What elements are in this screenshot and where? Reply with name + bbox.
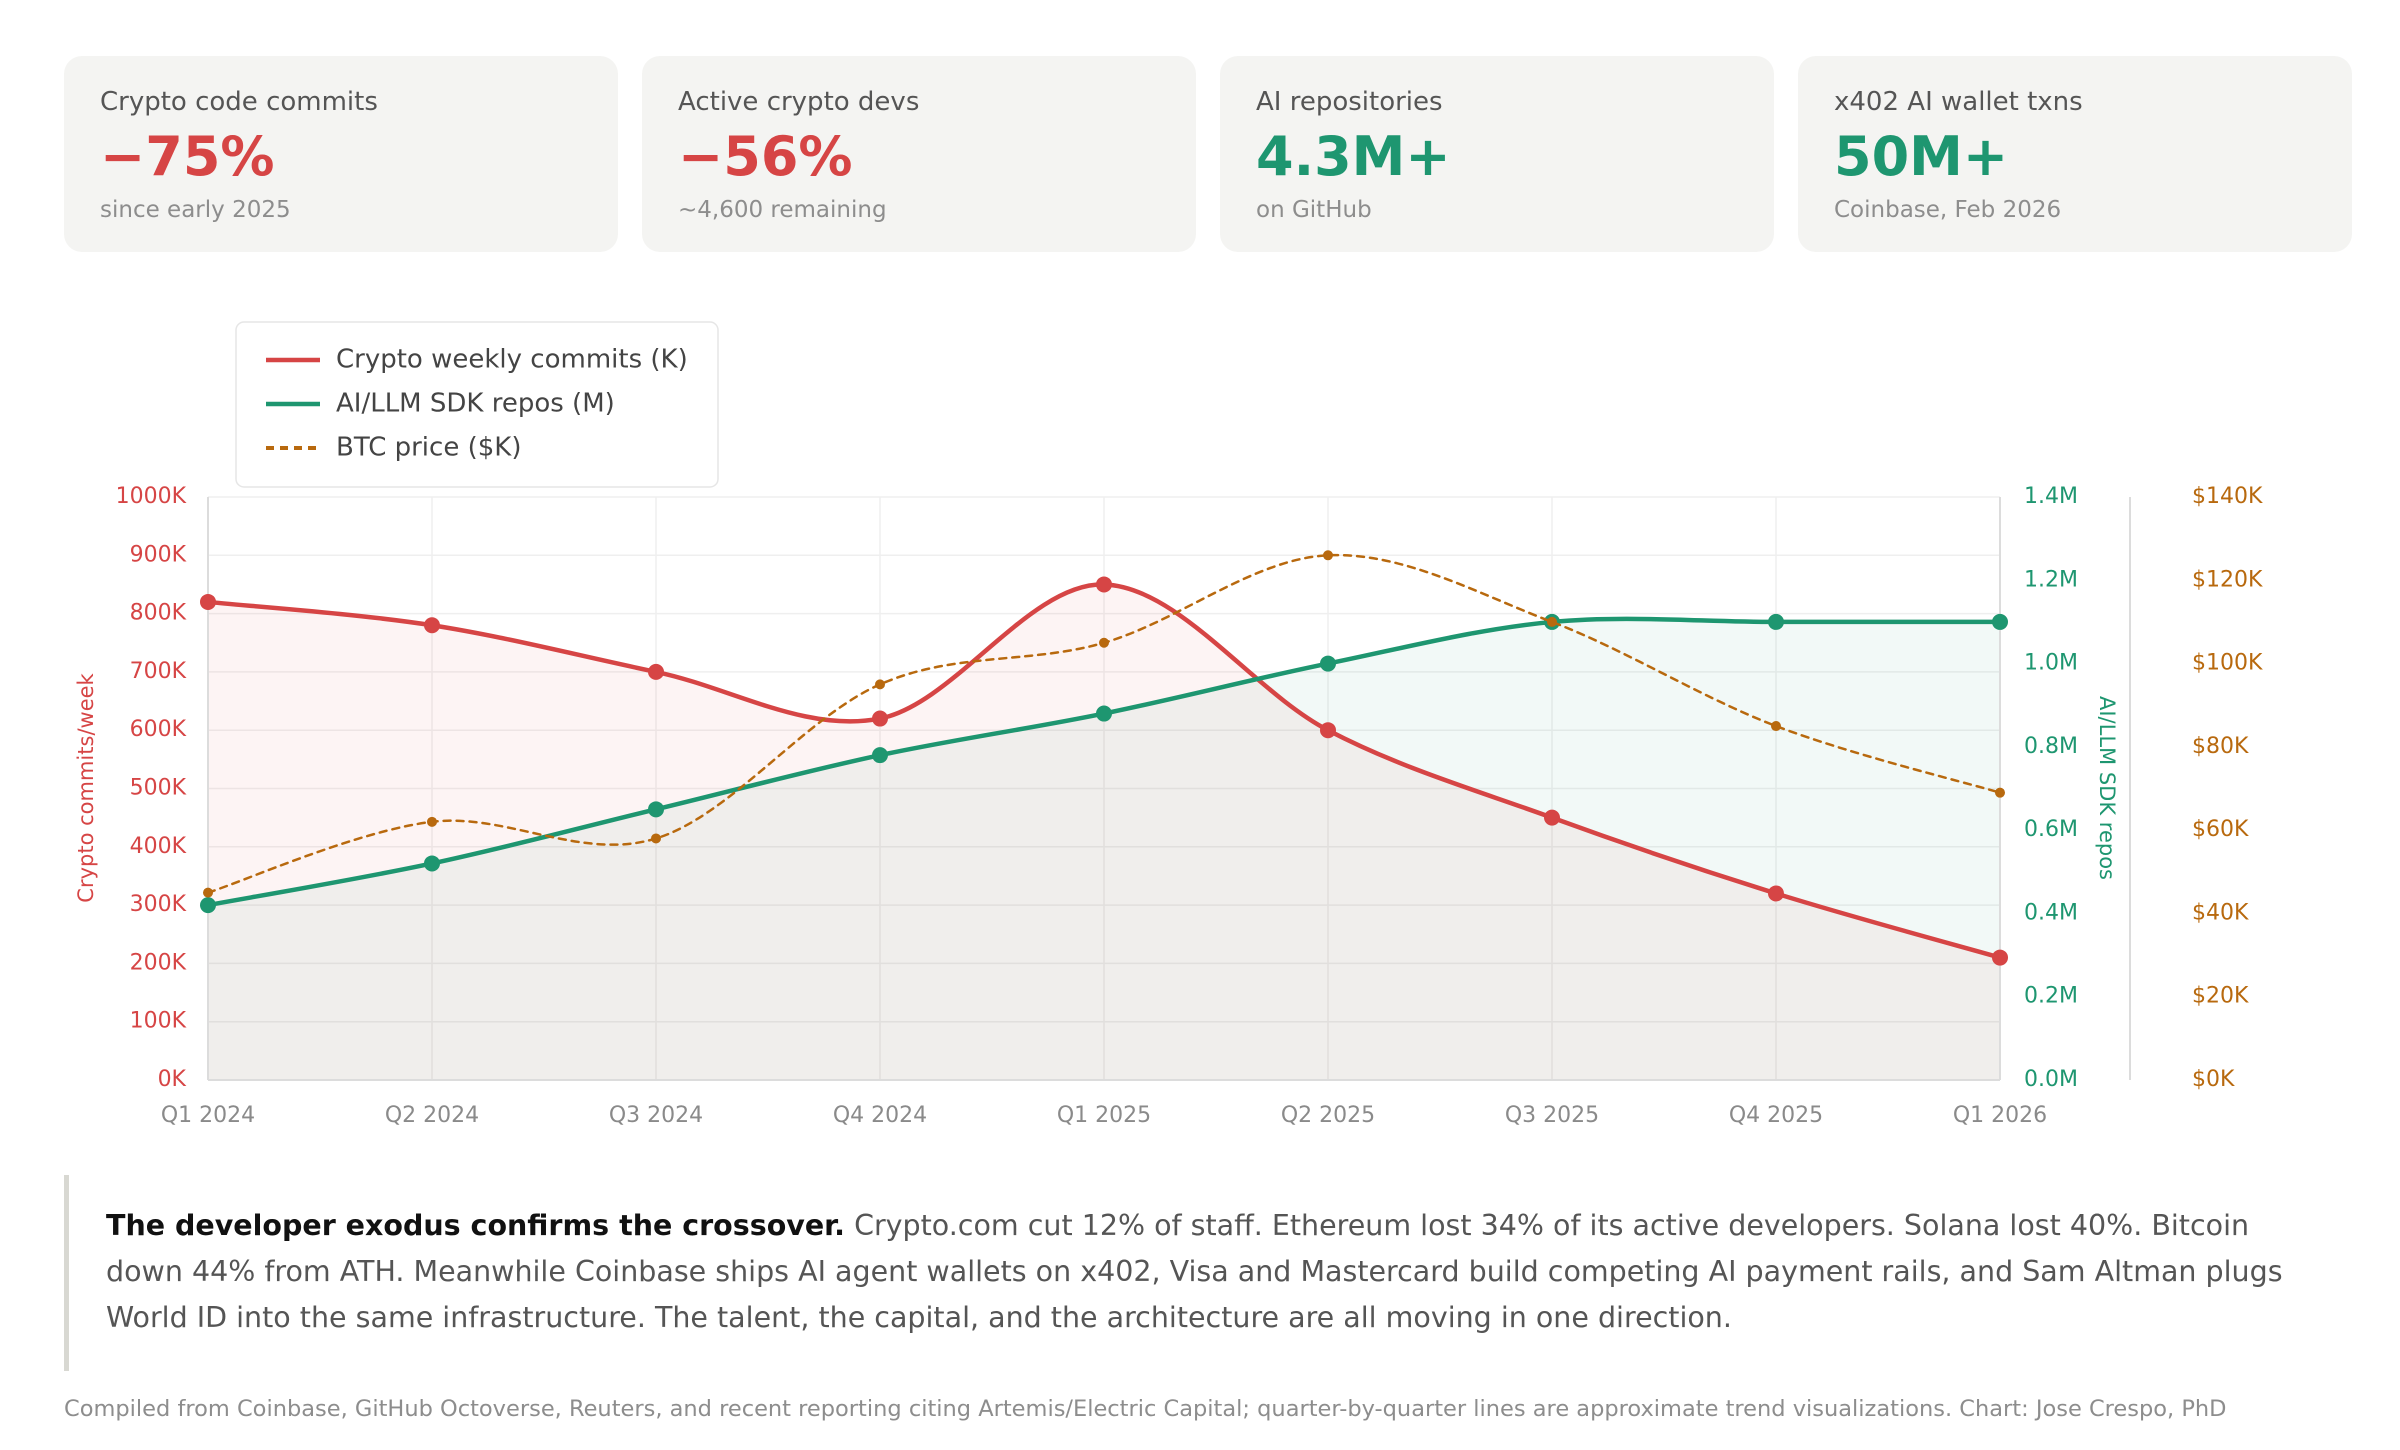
- kpi-label: x402 AI wallet txns: [1834, 87, 2083, 117]
- kpi-card-ai-repos: AI repositories 4.3M+ on GitHub: [1220, 56, 1774, 252]
- btc-data-point: [1771, 721, 1781, 732]
- btc-data-point: [651, 833, 661, 844]
- kpi-card-crypto-commits: Crypto code commits −75% since early 202…: [64, 56, 618, 252]
- left-axis-tick-label: 900K: [130, 542, 187, 567]
- kpi-value: 50M+: [1834, 125, 2009, 188]
- x-axis-tick-label: Q4 2025: [1729, 1103, 1823, 1128]
- kpi-subtext: on GitHub: [1256, 197, 1372, 223]
- right-axis-tick-label: 0.0M: [2024, 1067, 2078, 1092]
- crypto-data-point: [1320, 722, 1336, 739]
- right-axis-tick-label: 0.4M: [2024, 900, 2078, 925]
- btc-data-point: [875, 679, 885, 690]
- note-body: Crypto.com cut 12% of staff. Ethereum lo…: [106, 1209, 2283, 1334]
- left-axis-tick-label: 200K: [130, 950, 187, 975]
- trend-chart: 0K 100K 200K 300K 400K 500K 600K 700K 800K 900K 10…: [74, 321, 2263, 1128]
- source-footer: Compiled from Coinbase, GitHub Octoverse…: [64, 1396, 2227, 1422]
- btc-axis-tick-label: $40K: [2192, 900, 2249, 925]
- ai-legend-label: AI/LLM SDK repos (M): [336, 389, 615, 419]
- legend-box: [235, 321, 719, 488]
- crypto-data-point: [872, 710, 888, 727]
- ai-data-point: [872, 747, 888, 764]
- crypto-data-point: [648, 663, 664, 680]
- kpi-label: Active crypto devs: [678, 87, 920, 117]
- x-axis-tick-label: Q3 2025: [1505, 1103, 1599, 1128]
- btc-data-point: [1547, 616, 1557, 627]
- x-axis-tick-label: Q4 2024: [833, 1103, 927, 1128]
- crypto-area-fill: [208, 584, 2000, 1080]
- left-axis-title: Crypto commits/week: [74, 672, 98, 902]
- note-lead: The developer exodus confirms the crosso…: [106, 1209, 845, 1242]
- right-axis-tick-label: 0.6M: [2024, 817, 2078, 842]
- kpi-value: −75%: [100, 125, 275, 188]
- kpi-card-active-devs: Active crypto devs −56% ~4,600 remaining: [642, 56, 1196, 252]
- btc-axis-tick-label: $60K: [2192, 817, 2249, 842]
- left-axis-tick-label: 600K: [130, 717, 187, 742]
- crypto-data-point: [1992, 949, 2008, 966]
- right-axis-tick-label: 0.8M: [2024, 734, 2078, 759]
- crypto-data-point: [1096, 576, 1112, 593]
- chart-legend: Crypto weekly commits (K) AI/LLM SDK repo…: [235, 321, 719, 488]
- btc-axis-tick-label: $20K: [2192, 984, 2249, 1009]
- right-axis-tick-label: 0.2M: [2024, 984, 2078, 1009]
- ai-data-point: [1320, 655, 1336, 672]
- kpi-subtext: since early 2025: [100, 197, 291, 223]
- btc-axis-tick-label: $80K: [2192, 734, 2249, 759]
- btc-data-point: [1099, 637, 1109, 648]
- commentary-note: The developer exodus confirms the crosso…: [64, 1175, 2314, 1371]
- btc-axis-tick-label: $140K: [2192, 484, 2263, 509]
- ai-data-point: [424, 855, 440, 872]
- right-axis-tick-label: 1.4M: [2024, 484, 2078, 509]
- ai-data-point: [1096, 705, 1112, 722]
- kpi-value: 4.3M+: [1256, 125, 1451, 188]
- right-axis-tick-label: 1.0M: [2024, 651, 2078, 676]
- btc-data-point: [203, 887, 213, 898]
- x-axis-tick-label: Q1 2025: [1057, 1103, 1151, 1128]
- right-axis-tick-label: 1.2M: [2024, 567, 2078, 592]
- btc-data-point: [1323, 550, 1333, 561]
- kpi-value: −56%: [678, 125, 853, 188]
- x-axis-tick-label: Q3 2024: [609, 1103, 703, 1128]
- crypto-data-point: [424, 617, 440, 634]
- btc-axis-tick-label: $100K: [2192, 651, 2263, 676]
- x-axis-tick-label: Q2 2025: [1281, 1103, 1375, 1128]
- btc-data-point: [1995, 787, 2005, 798]
- ai-data-point: [648, 801, 664, 818]
- ai-area-fill: [208, 618, 2000, 1080]
- left-axis-tick-label: 100K: [130, 1009, 187, 1034]
- btc-axis-tick-label: $120K: [2192, 567, 2263, 592]
- left-axis-tick-label: 800K: [130, 601, 187, 626]
- x-axis-tick-label: Q1 2026: [1953, 1103, 2047, 1128]
- kpi-subtext: Coinbase, Feb 2026: [1834, 197, 2062, 223]
- ai-data-point: [200, 897, 216, 914]
- crypto-data-point: [1544, 809, 1560, 826]
- x-axis-tick-label: Q2 2024: [385, 1103, 479, 1128]
- left-axis-tick-label: 300K: [130, 892, 187, 917]
- right-axis-title: AI/LLM SDK repos: [2095, 696, 2119, 880]
- btc-data-point: [427, 816, 437, 827]
- kpi-label: AI repositories: [1256, 87, 1443, 117]
- kpi-cards: Crypto code commits −75% since early 202…: [64, 56, 2354, 252]
- crypto-data-point: [1768, 885, 1784, 902]
- x-axis-tick-label: Q1 2024: [161, 1103, 255, 1128]
- btc-axis-tick-label: $0K: [2192, 1067, 2235, 1092]
- left-axis-tick-label: 0K: [158, 1067, 187, 1092]
- left-axis-tick-label: 700K: [130, 659, 187, 684]
- ai-data-point: [1992, 613, 2008, 630]
- left-axis-tick-label: 1000K: [116, 484, 187, 509]
- ai-data-point: [1768, 613, 1784, 630]
- kpi-subtext: ~4,600 remaining: [678, 197, 887, 223]
- kpi-card-x402-txns: x402 AI wallet txns 50M+ Coinbase, Feb 2…: [1798, 56, 2352, 252]
- btc-legend-label: BTC price ($K): [336, 433, 521, 463]
- left-axis-tick-label: 400K: [130, 834, 187, 859]
- kpi-label: Crypto code commits: [100, 87, 378, 117]
- left-axis-tick-label: 500K: [130, 776, 187, 801]
- crypto-legend-label: Crypto weekly commits (K): [336, 345, 688, 375]
- crypto-data-point: [200, 593, 216, 610]
